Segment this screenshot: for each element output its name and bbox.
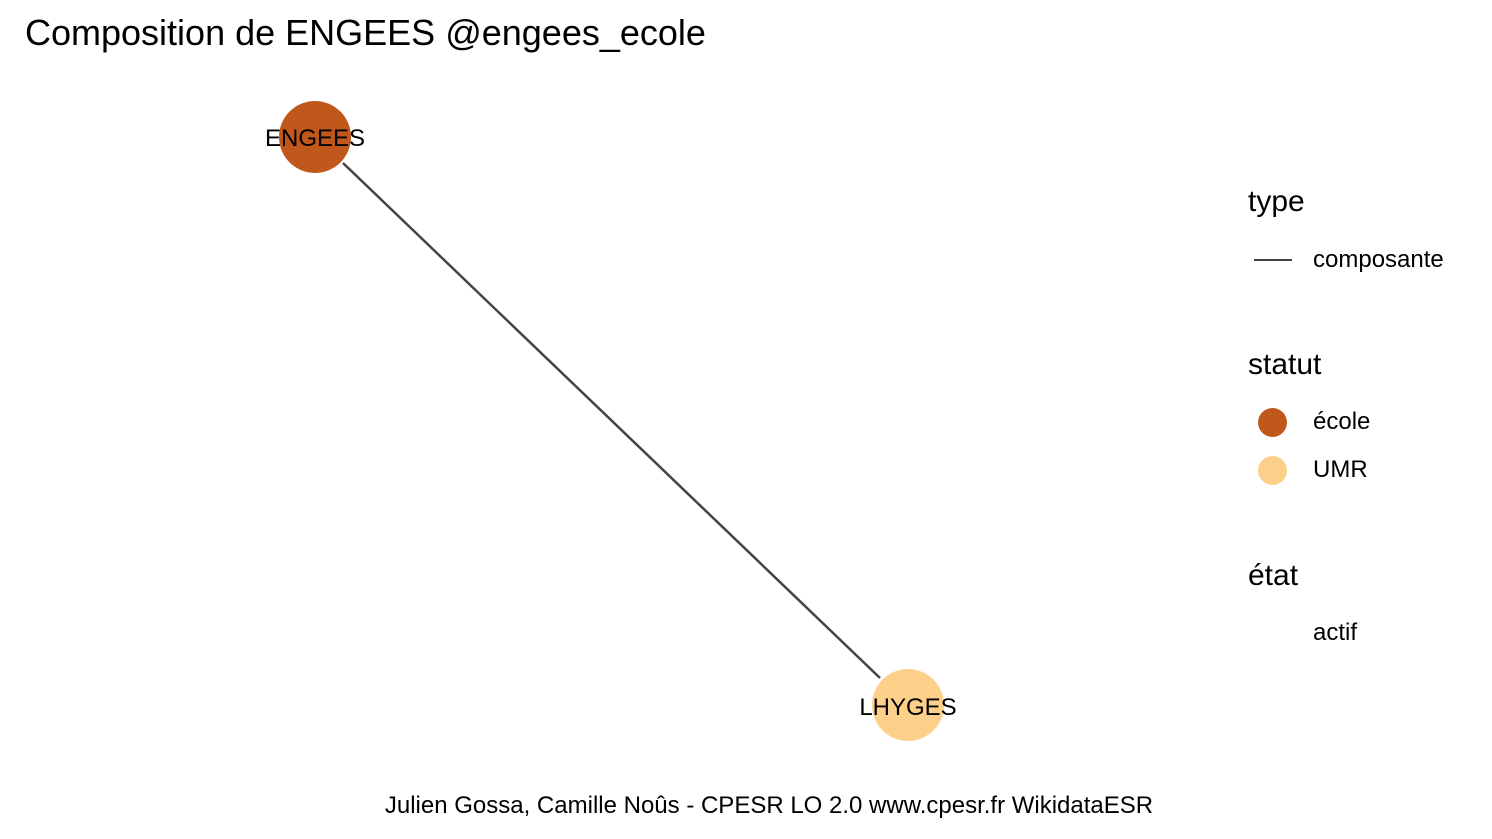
legend-item-actif: actif xyxy=(1248,613,1488,653)
legend-label-ecole: école xyxy=(1313,408,1371,435)
legend-title-type: type xyxy=(1248,185,1305,218)
caption: Julien Gossa, Camille Noûs - CPESR LO 2.… xyxy=(384,792,1154,819)
legend-item-umr: UMR xyxy=(1248,450,1488,490)
node-label-lhyges: LHYGES xyxy=(859,694,956,721)
legend-item-composante: composante xyxy=(1248,240,1488,280)
node-label-engees: ENGEES xyxy=(265,125,365,152)
legend-title-etat: état xyxy=(1248,559,1299,592)
legend-line-key xyxy=(1248,240,1296,280)
legend-label-actif: actif xyxy=(1313,619,1358,646)
chart-title: Composition de ENGEES @engees_ecole xyxy=(25,12,706,53)
legend-item-ecole: école xyxy=(1248,402,1488,442)
edge-engees-lhyges xyxy=(342,162,881,679)
legend-title-statut: statut xyxy=(1248,348,1322,381)
legend-label-umr: UMR xyxy=(1313,456,1368,483)
node-lhyges xyxy=(872,669,944,741)
legend-dot-key xyxy=(1248,450,1296,490)
legend-empty-key xyxy=(1248,613,1296,653)
legend-dot-key xyxy=(1248,402,1296,442)
node-engees xyxy=(279,101,351,173)
legend-label-composante: composante xyxy=(1313,246,1444,273)
